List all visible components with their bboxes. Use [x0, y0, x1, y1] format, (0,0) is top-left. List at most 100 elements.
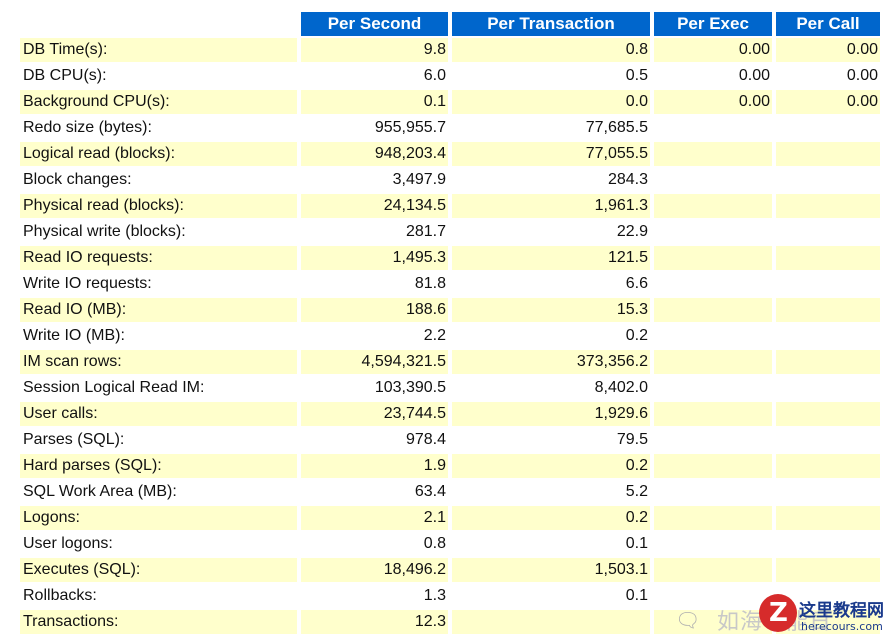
table-row: IM scan rows: 4,594,321.5 373,356.2: [20, 350, 880, 374]
per-exec-value: [654, 116, 772, 140]
per-call-value: [776, 116, 880, 140]
per-call-value: [776, 558, 880, 582]
per-call-value: [776, 428, 880, 452]
per-call-value: 0.00: [776, 38, 880, 62]
per-exec-value: [654, 350, 772, 374]
per-second-value: 0.8: [301, 532, 448, 556]
table-row: Read IO requests: 1,495.3 121.5: [20, 246, 880, 270]
per-transaction-value: 79.5: [452, 428, 650, 452]
per-transaction-value: 15.3: [452, 298, 650, 322]
per-exec-value: [654, 298, 772, 322]
logo-letter-icon: Z: [769, 598, 788, 628]
per-call-value: 0.00: [776, 90, 880, 114]
metric-label: Hard parses (SQL):: [20, 454, 297, 478]
per-exec-value: [654, 402, 772, 426]
per-exec-value: [654, 194, 772, 218]
per-second-value: 948,203.4: [301, 142, 448, 166]
table-row: Logical read (blocks): 948,203.4 77,055.…: [20, 142, 880, 166]
chat-bubble-icon: 🗨: [675, 610, 701, 632]
header-per-exec: Per Exec: [654, 12, 772, 36]
per-exec-value: [654, 506, 772, 530]
per-transaction-value: 1,929.6: [452, 402, 650, 426]
per-second-value: 24,134.5: [301, 194, 448, 218]
watermark-site-url: herecours.com: [801, 620, 883, 633]
per-transaction-value: 0.1: [452, 532, 650, 556]
per-exec-value: 0.00: [654, 64, 772, 88]
per-second-value: 18,496.2: [301, 558, 448, 582]
header-row: Per Second Per Transaction Per Exec Per …: [20, 12, 880, 36]
per-call-value: [776, 454, 880, 478]
per-exec-value: [654, 324, 772, 348]
per-transaction-value: 5.2: [452, 480, 650, 504]
per-exec-value: [654, 428, 772, 452]
per-transaction-value: 8,402.0: [452, 376, 650, 400]
watermark-site-name: 这里教程网: [799, 601, 884, 621]
per-second-value: 3,497.9: [301, 168, 448, 192]
table-row: Redo size (bytes): 955,955.7 77,685.5: [20, 116, 880, 140]
metric-label: DB Time(s):: [20, 38, 297, 62]
table-row: SQL Work Area (MB): 63.4 5.2: [20, 480, 880, 504]
per-exec-value: [654, 376, 772, 400]
per-call-value: [776, 376, 880, 400]
per-exec-value: [654, 480, 772, 504]
table-row: Rollbacks: 1.3 0.1: [20, 584, 880, 608]
per-transaction-value: 0.2: [452, 506, 650, 530]
per-second-value: 103,390.5: [301, 376, 448, 400]
table-row: Parses (SQL): 978.4 79.5: [20, 428, 880, 452]
per-transaction-value: 373,356.2: [452, 350, 650, 374]
table-row: Write IO requests: 81.8 6.6: [20, 272, 880, 296]
per-second-value: 12.3: [301, 610, 448, 634]
per-second-value: 281.7: [301, 220, 448, 244]
per-second-value: 955,955.7: [301, 116, 448, 140]
metric-label: Transactions:: [20, 610, 297, 634]
per-call-value: [776, 142, 880, 166]
per-exec-value: [654, 142, 772, 166]
per-exec-value: 0.00: [654, 38, 772, 62]
per-transaction-value: 6.6: [452, 272, 650, 296]
table-row: Background CPU(s): 0.1 0.0 0.00 0.00: [20, 90, 880, 114]
per-exec-value: [654, 558, 772, 582]
per-second-value: 6.0: [301, 64, 448, 88]
per-second-value: 9.8: [301, 38, 448, 62]
per-exec-value: [654, 532, 772, 556]
metric-label: User calls:: [20, 402, 297, 426]
per-exec-value: [654, 610, 772, 634]
metric-label: Parses (SQL):: [20, 428, 297, 452]
header-blank: [20, 12, 297, 36]
per-call-value: [776, 298, 880, 322]
per-call-value: [776, 246, 880, 270]
per-exec-value: [654, 584, 772, 608]
metric-label: Logical read (blocks):: [20, 142, 297, 166]
per-transaction-value: 0.2: [452, 454, 650, 478]
site-logo-icon: [759, 594, 797, 632]
metric-label: Background CPU(s):: [20, 90, 297, 114]
metric-label: SQL Work Area (MB):: [20, 480, 297, 504]
per-transaction-value: 0.5: [452, 64, 650, 88]
metric-label: Read IO requests:: [20, 246, 297, 270]
metric-label: Logons:: [20, 506, 297, 530]
watermark: 🗨 如海中能日 Z 这里教程网 herecours.com: [675, 594, 885, 638]
per-second-value: 4,594,321.5: [301, 350, 448, 374]
table-row: Block changes: 3,497.9 284.3: [20, 168, 880, 192]
header-per-transaction: Per Transaction: [452, 12, 650, 36]
per-call-value: [776, 194, 880, 218]
table-row: Logons: 2.1 0.2: [20, 506, 880, 530]
per-call-value: [776, 506, 880, 530]
table-row: DB CPU(s): 6.0 0.5 0.00 0.00: [20, 64, 880, 88]
per-exec-value: 0.00: [654, 90, 772, 114]
metric-label: User logons:: [20, 532, 297, 556]
per-second-value: 1.3: [301, 584, 448, 608]
per-second-value: 81.8: [301, 272, 448, 296]
metric-label: Physical read (blocks):: [20, 194, 297, 218]
per-call-value: [776, 532, 880, 556]
per-second-value: 1.9: [301, 454, 448, 478]
per-call-value: 0.00: [776, 64, 880, 88]
per-transaction-value: 0.0: [452, 90, 650, 114]
per-call-value: [776, 350, 880, 374]
per-second-value: 188.6: [301, 298, 448, 322]
per-transaction-value: 121.5: [452, 246, 650, 270]
per-second-value: 0.1: [301, 90, 448, 114]
load-profile-table: Per Second Per Transaction Per Exec Per …: [16, 10, 884, 636]
per-exec-value: [654, 168, 772, 192]
per-transaction-value: 77,055.5: [452, 142, 650, 166]
